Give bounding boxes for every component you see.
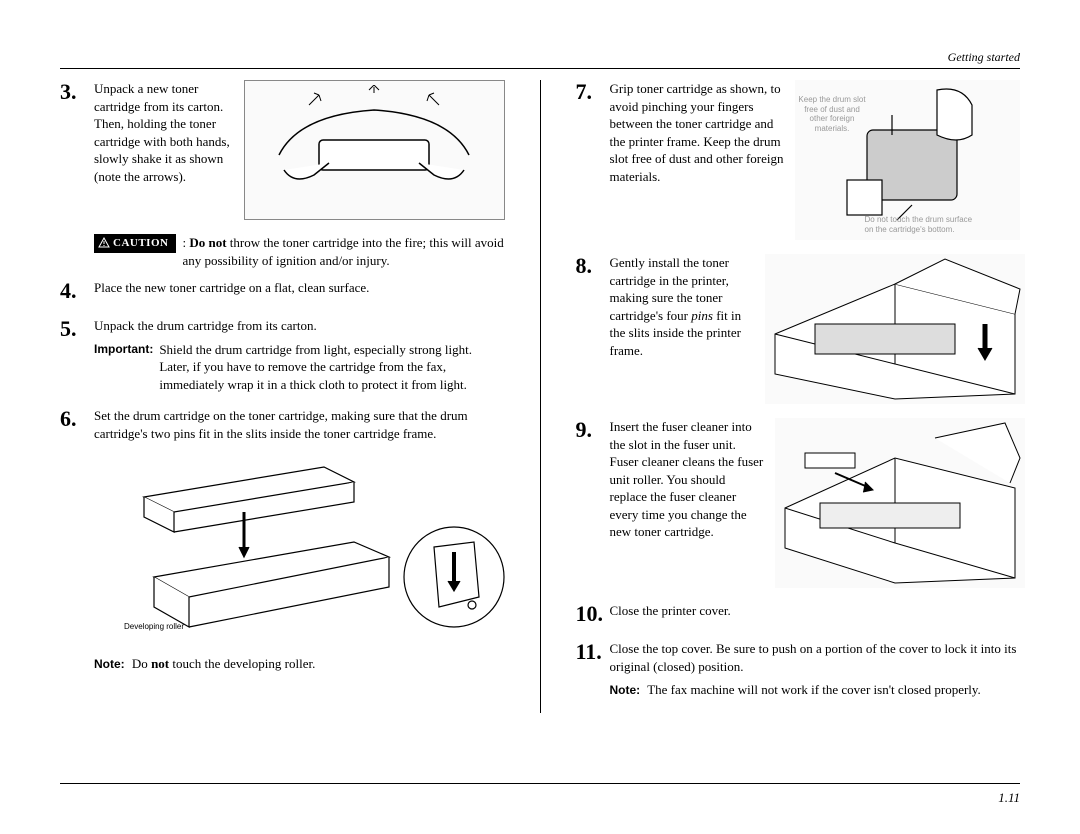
step-text: Grip toner cartridge as shown, to avoid …: [610, 80, 785, 240]
important-label: Important:: [94, 341, 153, 394]
warning-triangle-icon: [98, 237, 110, 249]
top-rule: [60, 68, 1020, 69]
note-step-6: Note: Do not touch the developing roller…: [94, 655, 505, 673]
step-number: 4.: [60, 279, 94, 303]
caution-badge: CAUTION: [94, 234, 176, 253]
step-3: 3. Unpack a new toner cartridge from its…: [60, 80, 505, 220]
two-column-layout: 3. Unpack a new toner cartridge from its…: [60, 80, 1020, 713]
figure-fuser-cleaner: [775, 418, 1025, 588]
right-column: 7. Grip toner cartridge as shown, to avo…: [576, 80, 1021, 713]
figure-install-cartridge: [765, 254, 1025, 404]
column-divider: [540, 80, 541, 713]
step-number: 5.: [60, 317, 94, 341]
callout-top: Keep the drum slot free of dust and othe…: [795, 95, 870, 133]
step-number: 9.: [576, 418, 610, 442]
step-text: Unpack the drum cartridge from its carto…: [94, 317, 505, 335]
caution-text: : Do not throw the toner cartridge into …: [182, 234, 504, 269]
step-8: 8. Gently install the toner cartridge in…: [576, 254, 1021, 404]
step-text: Close the printer cover.: [610, 602, 1021, 620]
step-number: 6.: [60, 407, 94, 431]
left-column: 3. Unpack a new toner cartridge from its…: [60, 80, 505, 713]
step-text: Set the drum cartridge on the toner cart…: [94, 407, 505, 442]
step-10: 10. Close the printer cover.: [576, 602, 1021, 626]
step-text: Close the top cover. Be sure to push on …: [610, 640, 1021, 675]
page-number: 1.11: [998, 790, 1020, 806]
step-5: 5. Unpack the drum cartridge from its ca…: [60, 317, 505, 393]
figure-drum-on-toner: Developing roller: [94, 457, 505, 647]
caution-block: CAUTION : Do not throw the toner cartrid…: [94, 234, 505, 269]
step-7: 7. Grip toner cartridge as shown, to avo…: [576, 80, 1021, 240]
step-text: Place the new toner cartridge on a flat,…: [94, 279, 505, 297]
figure-caption: Developing roller: [124, 622, 184, 632]
figure-grip-cartridge: Keep the drum slot free of dust and othe…: [795, 80, 1021, 240]
step-number: 10.: [576, 602, 610, 626]
caution-label: CAUTION: [113, 236, 168, 251]
step-number: 3.: [60, 80, 94, 104]
figure-shake-cartridge: [244, 80, 505, 220]
step-text: Gently install the toner cartridge in th…: [610, 254, 755, 404]
note-step-11: Note: The fax machine will not work if t…: [610, 681, 1021, 699]
step-text: Unpack a new toner cartridge from its ca…: [94, 80, 234, 220]
step-9: 9. Insert the fuser cleaner into the slo…: [576, 418, 1021, 588]
bottom-rule: [60, 783, 1020, 784]
step-6: 6. Set the drum cartridge on the toner c…: [60, 407, 505, 442]
step-number: 11.: [576, 640, 610, 664]
step-4: 4. Place the new toner cartridge on a fl…: [60, 279, 505, 303]
step-11: 11. Close the top cover. Be sure to push…: [576, 640, 1021, 699]
section-header: Getting started: [948, 50, 1020, 65]
important-text: Shield the drum cartridge from light, es…: [159, 341, 504, 394]
step-number: 8.: [576, 254, 610, 278]
step-text: Insert the fuser cleaner into the slot i…: [610, 418, 765, 588]
callout-bottom: Do not touch the drum surface on the car…: [865, 215, 975, 234]
step-number: 7.: [576, 80, 610, 104]
